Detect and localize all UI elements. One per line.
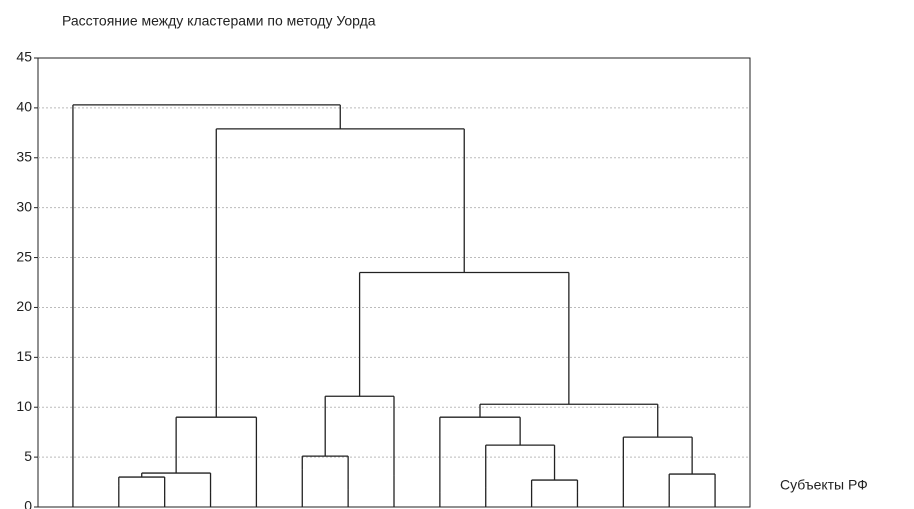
y-tick-label: 30 bbox=[16, 198, 32, 214]
y-tick-label: 25 bbox=[16, 248, 32, 264]
y-tick-label: 15 bbox=[16, 348, 32, 364]
chart-title: Расстояние между кластерами по методу Уо… bbox=[62, 13, 376, 29]
y-tick-label: 0 bbox=[24, 498, 32, 509]
y-tick-label: 45 bbox=[16, 49, 32, 65]
y-tick-label: 5 bbox=[24, 448, 32, 464]
y-tick-label: 35 bbox=[16, 148, 32, 164]
y-tick-label: 20 bbox=[16, 298, 32, 314]
y-tick-label: 40 bbox=[16, 99, 32, 115]
y-tick-label: 10 bbox=[16, 398, 32, 414]
x-axis-label: Субъекты РФ bbox=[780, 477, 868, 493]
